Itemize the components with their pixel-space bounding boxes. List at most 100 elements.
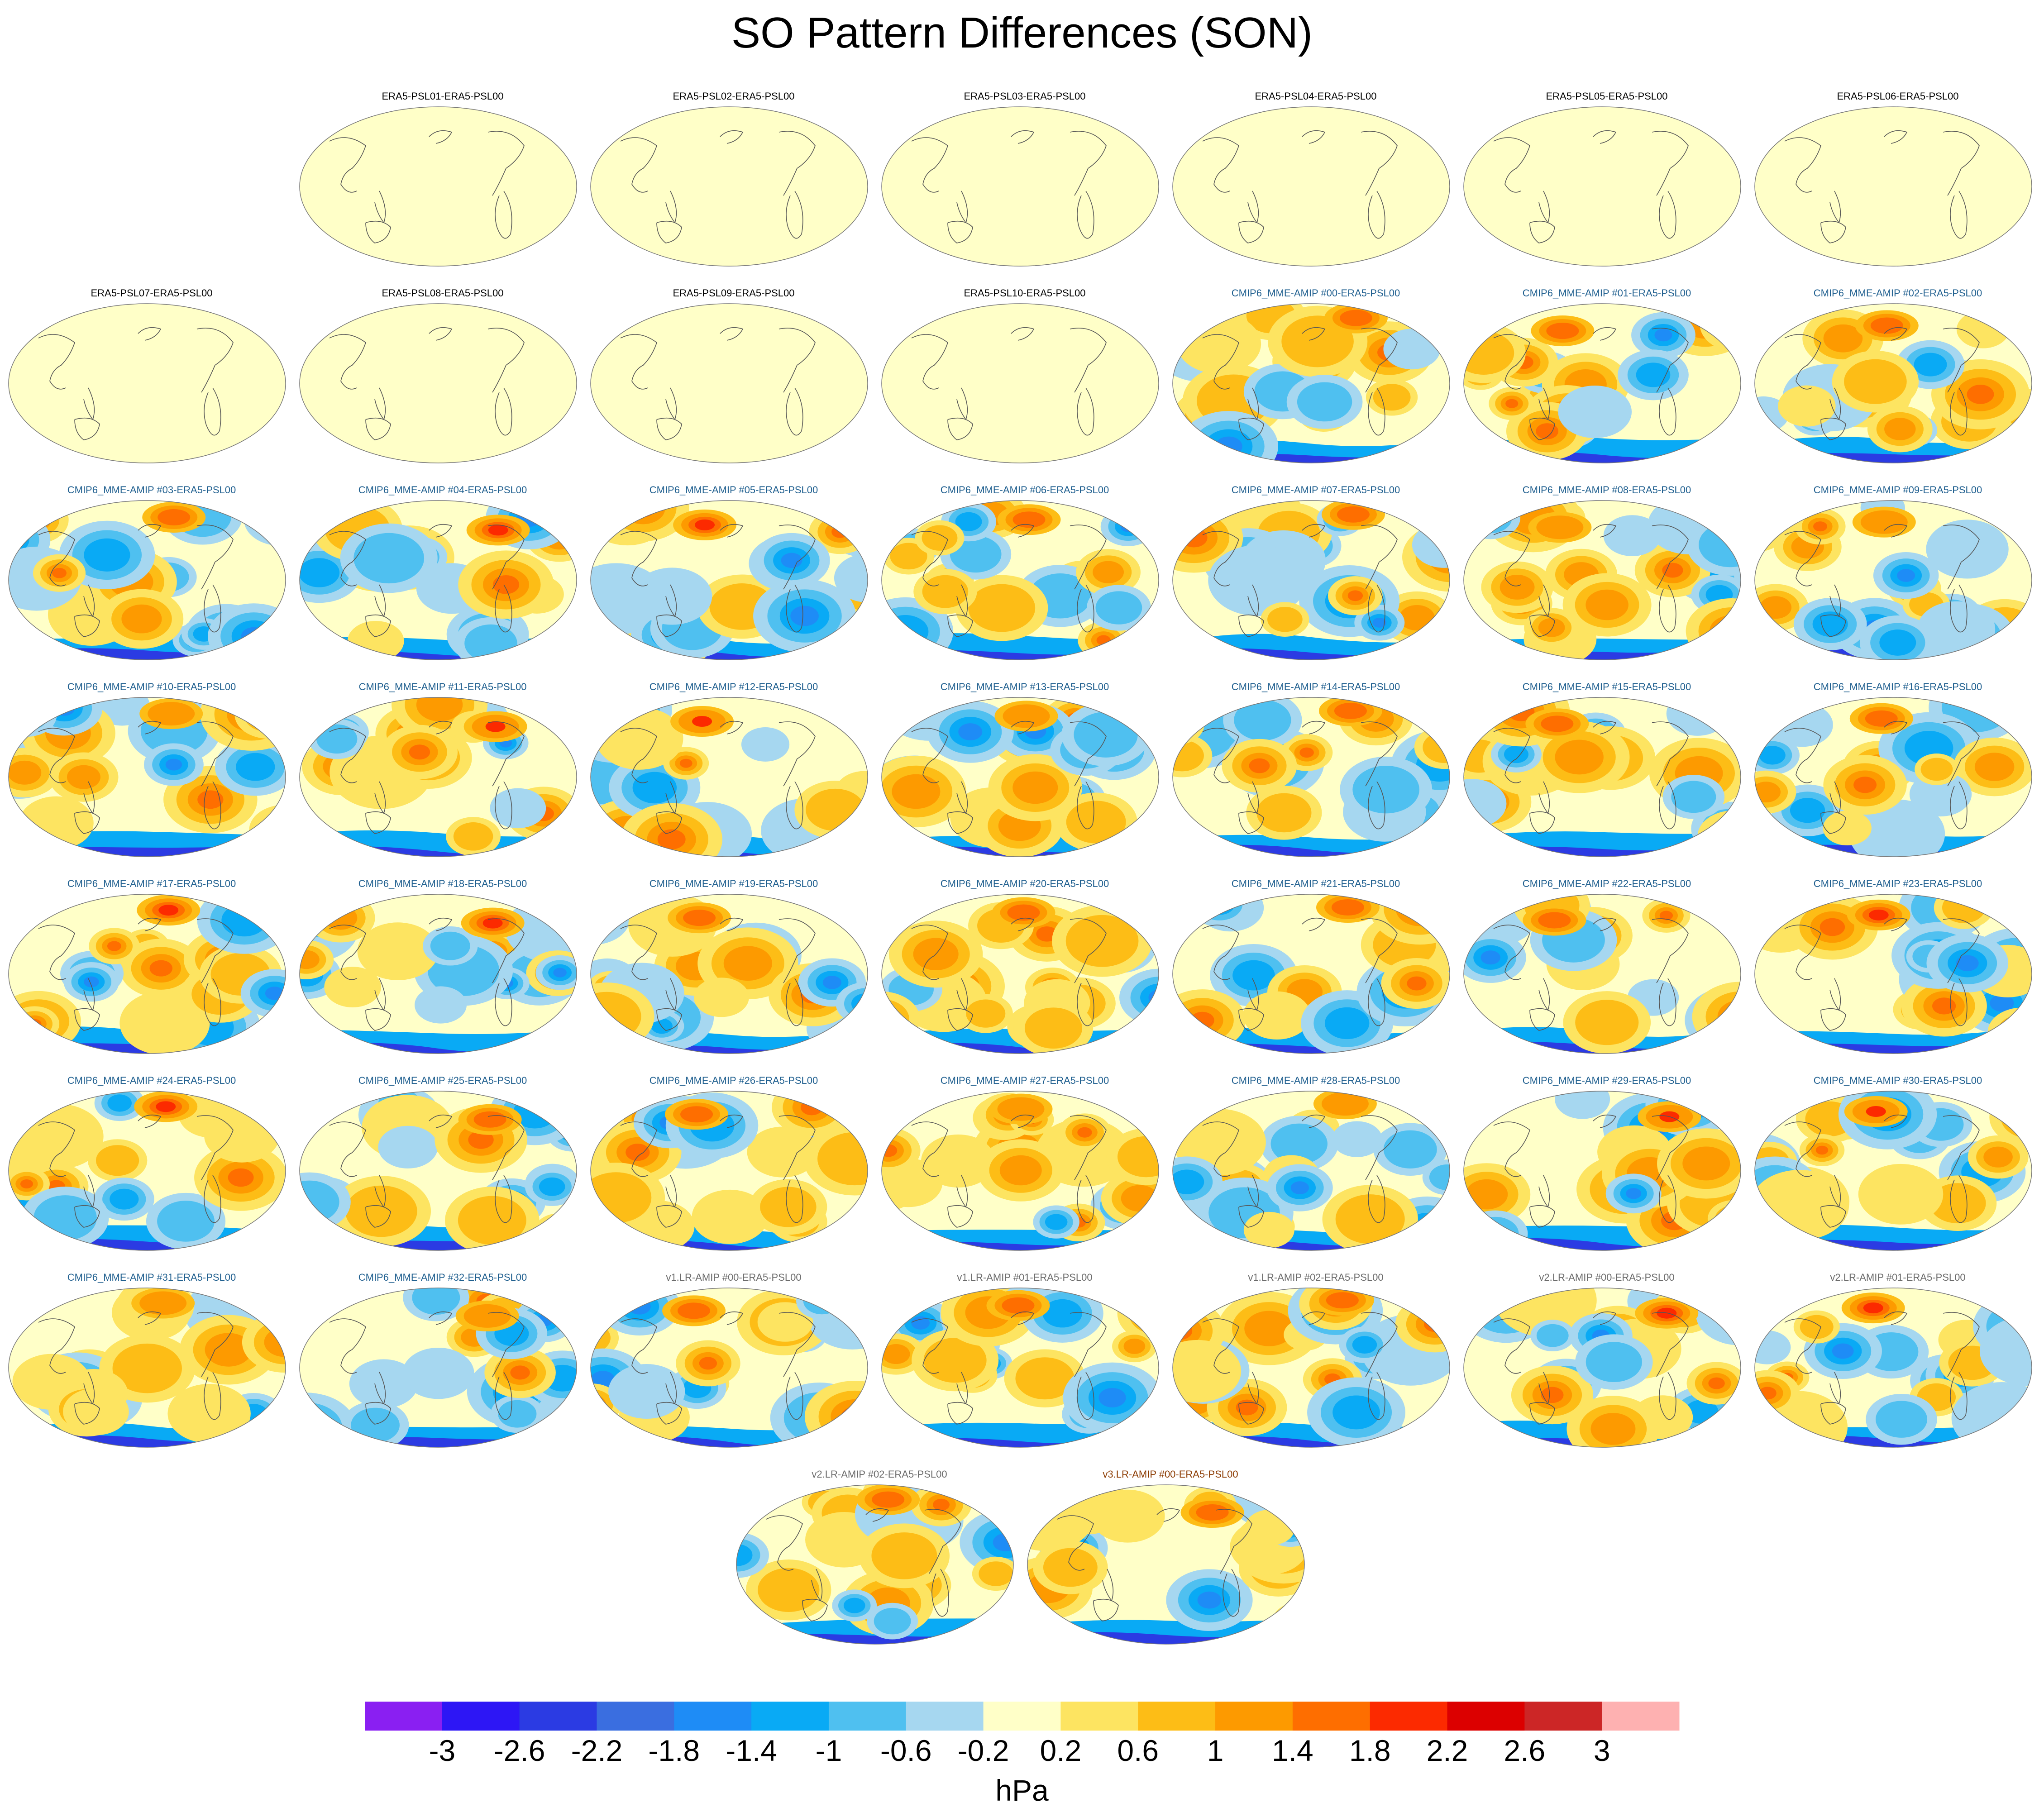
coastlines	[38, 1114, 234, 1228]
coastlines	[38, 327, 234, 440]
map-panel: v1.LR-AMIP #01-ERA5-PSL00	[880, 1272, 1170, 1471]
map	[8, 1091, 286, 1251]
map	[1463, 1288, 1741, 1448]
map-outline	[881, 894, 1159, 1054]
panel-title: CMIP6_MME-AMIP #28-ERA5-PSL00	[1231, 1075, 1400, 1086]
map-outline	[1754, 894, 2032, 1054]
map	[881, 894, 1159, 1054]
anomaly-field	[882, 304, 1159, 463]
coastlines	[1784, 720, 1980, 834]
panel-title: ERA5-PSL05-ERA5-PSL00	[1546, 91, 1668, 102]
map	[1172, 894, 1450, 1054]
coastlines	[1784, 130, 1980, 243]
map	[299, 697, 577, 857]
map-outline	[736, 1484, 1014, 1645]
anomaly-field	[1464, 107, 1741, 266]
map	[299, 500, 577, 660]
map-outline	[1172, 106, 1450, 267]
map-outline	[1463, 1288, 1741, 1448]
map-outline	[881, 106, 1159, 267]
map	[1172, 106, 1450, 267]
map-panel: ERA5-PSL07-ERA5-PSL00	[7, 287, 296, 486]
map	[881, 303, 1159, 463]
coastlines	[1493, 130, 1689, 243]
coastlines	[1493, 1114, 1689, 1228]
panel-title: CMIP6_MME-AMIP #08-ERA5-PSL00	[1522, 484, 1691, 496]
panel-title: CMIP6_MME-AMIP #04-ERA5-PSL00	[358, 484, 527, 496]
map-panel: CMIP6_MME-AMIP #28-ERA5-PSL00	[1171, 1075, 1461, 1274]
map	[1172, 1288, 1450, 1448]
map	[881, 1091, 1159, 1251]
coastlines	[329, 327, 525, 440]
panel-title: v1.LR-AMIP #01-ERA5-PSL00	[957, 1272, 1093, 1283]
coastlines	[329, 1311, 525, 1425]
map	[8, 1288, 286, 1448]
map	[1754, 1091, 2032, 1251]
colorbar-tick-label: 2.2	[1426, 1734, 1468, 1767]
map	[1172, 303, 1450, 463]
map	[1754, 303, 2032, 463]
map-panel: ERA5-PSL02-ERA5-PSL00	[589, 91, 879, 290]
map-panel: CMIP6_MME-AMIP #17-ERA5-PSL00	[7, 878, 296, 1077]
map-panel: CMIP6_MME-AMIP #18-ERA5-PSL00	[298, 878, 587, 1077]
panel-title: CMIP6_MME-AMIP #01-ERA5-PSL00	[1522, 287, 1691, 299]
map	[299, 894, 577, 1054]
map-outline	[8, 303, 286, 463]
panel-title: CMIP6_MME-AMIP #19-ERA5-PSL00	[649, 878, 818, 889]
map-outline	[590, 500, 868, 660]
coastlines	[38, 720, 234, 834]
map-outline	[299, 500, 577, 660]
colorbar-swatch	[1292, 1702, 1371, 1731]
coastlines	[1493, 327, 1689, 440]
map-outline	[299, 1288, 577, 1448]
coastlines	[1202, 1311, 1398, 1425]
anomaly-field	[1464, 1288, 1741, 1447]
panel-title: CMIP6_MME-AMIP #16-ERA5-PSL00	[1813, 681, 1982, 692]
coastlines	[911, 130, 1107, 243]
map-panel: v2.LR-AMIP #00-ERA5-PSL00	[1462, 1272, 1752, 1471]
anomaly-field	[300, 107, 577, 266]
coastlines	[329, 130, 525, 243]
map-panel: CMIP6_MME-AMIP #24-ERA5-PSL00	[7, 1075, 296, 1274]
coastlines	[38, 524, 234, 637]
map-panel: CMIP6_MME-AMIP #11-ERA5-PSL00	[298, 681, 587, 880]
map-panel: ERA5-PSL09-ERA5-PSL00	[589, 287, 879, 486]
map	[299, 106, 577, 267]
figure-title: SO Pattern Differences (SON)	[731, 9, 1313, 57]
map-outline	[299, 894, 577, 1054]
map-outline	[1027, 1484, 1305, 1645]
map-panel: ERA5-PSL03-ERA5-PSL00	[880, 91, 1170, 290]
map-panel: CMIP6_MME-AMIP #16-ERA5-PSL00	[1753, 681, 2043, 880]
map	[881, 697, 1159, 857]
map-panel: CMIP6_MME-AMIP #05-ERA5-PSL00	[589, 484, 879, 683]
colorbar-tick-label: 1.4	[1272, 1734, 1313, 1767]
coastlines	[329, 524, 525, 637]
panel-title: CMIP6_MME-AMIP #03-ERA5-PSL00	[67, 484, 236, 496]
coastlines	[1493, 917, 1689, 1031]
map-panel: ERA5-PSL06-ERA5-PSL00	[1753, 91, 2043, 290]
map-outline	[1463, 303, 1741, 463]
panel-title: CMIP6_MME-AMIP #15-ERA5-PSL00	[1522, 681, 1691, 692]
map-panel: CMIP6_MME-AMIP #07-ERA5-PSL00	[1171, 484, 1461, 683]
coastlines	[329, 917, 525, 1031]
anomaly-field	[9, 1091, 286, 1250]
map-panel: CMIP6_MME-AMIP #12-ERA5-PSL00	[589, 681, 879, 880]
panel-title: ERA5-PSL08-ERA5-PSL00	[382, 287, 504, 299]
map-panel: v1.LR-AMIP #02-ERA5-PSL00	[1171, 1272, 1461, 1471]
map-outline	[1754, 697, 2032, 857]
coastlines	[620, 130, 816, 243]
colorbar-tick-label: 1.8	[1349, 1734, 1391, 1767]
map	[590, 1091, 868, 1251]
map	[1463, 303, 1741, 463]
coastlines	[620, 917, 816, 1031]
panel-title: CMIP6_MME-AMIP #32-ERA5-PSL00	[358, 1272, 527, 1283]
panel-title: CMIP6_MME-AMIP #11-ERA5-PSL00	[358, 681, 527, 692]
map	[590, 106, 868, 267]
map	[8, 500, 286, 660]
colorbar-units: hPa	[995, 1774, 1049, 1807]
map	[1754, 106, 2032, 267]
panel-title: CMIP6_MME-AMIP #14-ERA5-PSL00	[1231, 681, 1400, 692]
map-panel: CMIP6_MME-AMIP #13-ERA5-PSL00	[880, 681, 1170, 880]
map	[590, 894, 868, 1054]
map-panel: CMIP6_MME-AMIP #29-ERA5-PSL00	[1462, 1075, 1752, 1274]
